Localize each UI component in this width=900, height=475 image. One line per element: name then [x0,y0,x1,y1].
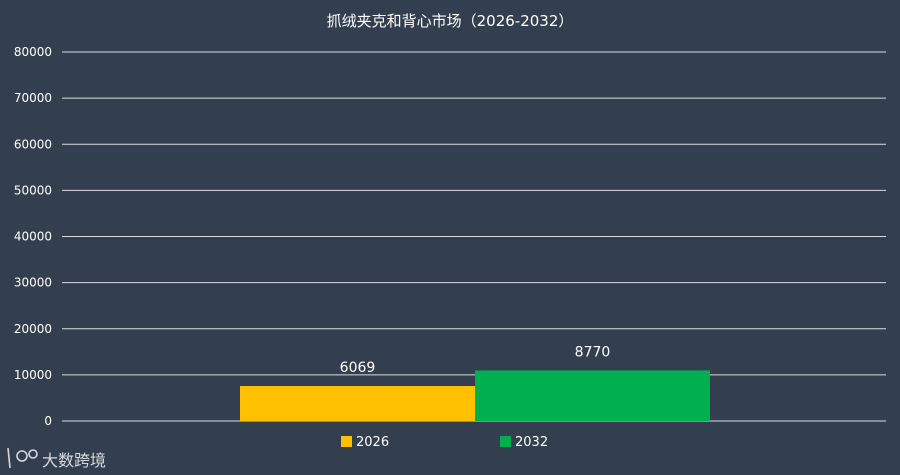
y-tick-label-30000: 30000 [14,276,52,290]
data-label-2032: 8770 [575,344,611,360]
legend-label-2032: 2032 [515,435,548,450]
y-tick-label-10000: 10000 [14,368,52,382]
bar-2026 [240,386,475,421]
y-axis-ticks: 0 10000 20000 30000 40000 50000 60000 70000 8000… [14,45,52,428]
y-tick-label-0: 0 [44,414,52,428]
watermark-text: 大数跨境 [42,451,106,470]
y-tick-label-40000: 40000 [14,230,52,244]
y-tick-label-60000: 60000 [14,137,52,151]
gridlines [62,51,886,422]
y-tick-label-70000: 70000 [14,91,52,105]
data-labels: 6069 8770 [340,344,611,376]
data-label-2026: 6069 [340,360,376,376]
legend: 2026 2032 [341,435,548,450]
legend-label-2026: 2026 [356,435,389,450]
bars [240,370,710,421]
watermark: 大数跨境 [7,447,106,470]
legend-swatch-2032 [500,436,511,447]
logo-icon [7,447,38,469]
y-tick-label-80000: 80000 [14,45,52,59]
bar-2032 [475,370,710,421]
chart-title: 抓绒夹克和背心市场（2026-2032） [327,12,574,30]
legend-swatch-2026 [341,436,352,447]
y-tick-label-20000: 20000 [14,322,52,336]
y-tick-label-50000: 50000 [14,183,52,197]
